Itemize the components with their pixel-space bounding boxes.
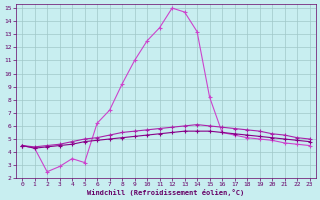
X-axis label: Windchill (Refroidissement éolien,°C): Windchill (Refroidissement éolien,°C): [87, 189, 244, 196]
